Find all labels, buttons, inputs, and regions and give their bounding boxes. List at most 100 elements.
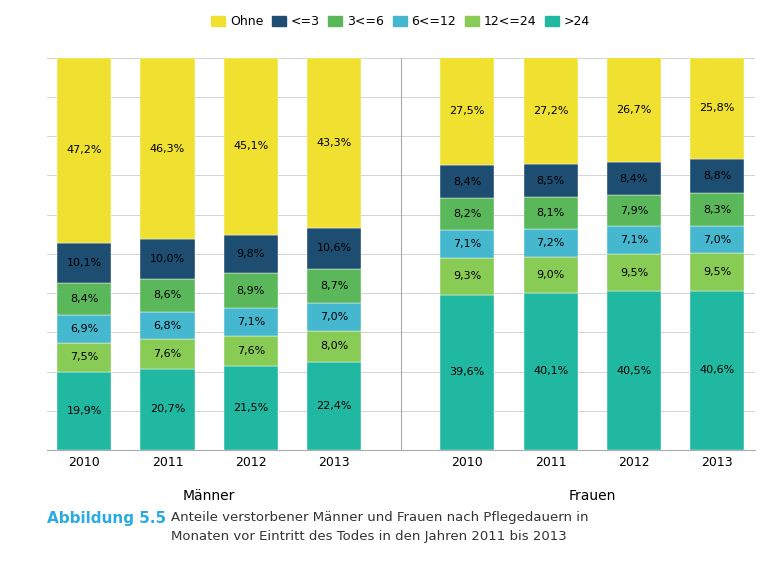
Text: 39,6%: 39,6% bbox=[450, 368, 485, 377]
Bar bbox=[607, 162, 661, 195]
Bar bbox=[140, 339, 194, 369]
Bar bbox=[224, 308, 278, 336]
Text: 25,8%: 25,8% bbox=[699, 103, 735, 113]
Bar bbox=[57, 58, 111, 243]
Bar bbox=[607, 226, 661, 254]
Text: Anteile verstorbener Männer und Frauen nach Pflegedauern in
Monaten vor Eintritt: Anteile verstorbener Männer und Frauen n… bbox=[171, 511, 589, 542]
Text: 8,4%: 8,4% bbox=[70, 294, 98, 304]
Text: 40,1%: 40,1% bbox=[533, 366, 568, 376]
Bar bbox=[607, 254, 661, 291]
Text: 26,7%: 26,7% bbox=[616, 104, 651, 115]
Text: 7,9%: 7,9% bbox=[620, 205, 648, 216]
Bar bbox=[224, 366, 278, 450]
Bar bbox=[57, 316, 111, 343]
Bar bbox=[57, 372, 111, 450]
Text: 9,0%: 9,0% bbox=[537, 270, 565, 280]
Text: 40,5%: 40,5% bbox=[616, 366, 651, 376]
Bar bbox=[307, 362, 361, 450]
Text: 9,8%: 9,8% bbox=[237, 249, 265, 259]
Text: 7,1%: 7,1% bbox=[620, 235, 648, 245]
Text: Frauen: Frauen bbox=[569, 489, 616, 503]
Text: 7,0%: 7,0% bbox=[320, 312, 349, 322]
Text: 20,7%: 20,7% bbox=[150, 404, 185, 414]
Text: 21,5%: 21,5% bbox=[233, 403, 268, 413]
Text: 22,4%: 22,4% bbox=[317, 401, 352, 411]
Bar bbox=[524, 164, 578, 197]
Text: 8,7%: 8,7% bbox=[320, 281, 349, 291]
Bar bbox=[140, 312, 194, 339]
Bar bbox=[57, 243, 111, 283]
Bar bbox=[607, 291, 661, 450]
Text: Abbildung 5.5: Abbildung 5.5 bbox=[47, 511, 166, 526]
Bar bbox=[440, 198, 494, 230]
Bar bbox=[524, 57, 578, 164]
Bar bbox=[690, 193, 745, 226]
Text: 8,4%: 8,4% bbox=[453, 177, 482, 187]
Bar bbox=[57, 283, 111, 316]
Bar bbox=[690, 226, 745, 253]
Text: 47,2%: 47,2% bbox=[66, 145, 102, 155]
Text: 43,3%: 43,3% bbox=[317, 138, 352, 148]
Bar bbox=[690, 159, 745, 193]
Bar bbox=[307, 227, 361, 269]
Legend: Ohne, <=3, 3<=6, 6<=12, 12<=24, >24: Ohne, <=3, 3<=6, 6<=12, 12<=24, >24 bbox=[209, 13, 593, 31]
Bar bbox=[440, 57, 494, 165]
Text: 6,8%: 6,8% bbox=[153, 321, 181, 331]
Bar bbox=[524, 293, 578, 450]
Bar bbox=[607, 195, 661, 226]
Text: 40,6%: 40,6% bbox=[699, 365, 734, 376]
Bar bbox=[224, 336, 278, 366]
Text: 8,3%: 8,3% bbox=[703, 205, 731, 215]
Bar bbox=[524, 257, 578, 293]
Bar bbox=[307, 304, 361, 331]
Text: 8,8%: 8,8% bbox=[703, 171, 731, 181]
Text: 19,9%: 19,9% bbox=[66, 406, 102, 416]
Text: 45,1%: 45,1% bbox=[233, 141, 268, 151]
Text: Männer: Männer bbox=[183, 489, 235, 503]
Bar bbox=[607, 57, 661, 162]
Bar bbox=[524, 229, 578, 257]
Text: 10,1%: 10,1% bbox=[67, 258, 102, 268]
Bar bbox=[307, 58, 361, 227]
Text: 8,1%: 8,1% bbox=[537, 208, 565, 218]
Bar bbox=[690, 253, 745, 291]
Bar bbox=[440, 230, 494, 258]
Bar bbox=[140, 239, 194, 279]
Text: 7,2%: 7,2% bbox=[536, 238, 565, 248]
Text: 27,5%: 27,5% bbox=[450, 106, 485, 116]
Text: 9,3%: 9,3% bbox=[453, 271, 482, 282]
Text: 6,9%: 6,9% bbox=[70, 324, 98, 334]
Text: 27,2%: 27,2% bbox=[533, 106, 569, 115]
Text: 7,1%: 7,1% bbox=[453, 239, 482, 249]
Text: 8,9%: 8,9% bbox=[237, 286, 265, 295]
Text: 7,6%: 7,6% bbox=[237, 346, 265, 356]
Text: 46,3%: 46,3% bbox=[150, 144, 185, 153]
Bar bbox=[440, 295, 494, 450]
Bar bbox=[690, 58, 745, 159]
Text: 9,5%: 9,5% bbox=[620, 268, 648, 278]
Text: 8,4%: 8,4% bbox=[620, 174, 648, 183]
Bar bbox=[524, 197, 578, 229]
Bar bbox=[57, 343, 111, 372]
Text: 8,6%: 8,6% bbox=[153, 290, 181, 301]
Bar bbox=[224, 58, 278, 235]
Bar bbox=[140, 279, 194, 312]
Text: 10,6%: 10,6% bbox=[317, 243, 352, 253]
Text: 8,0%: 8,0% bbox=[320, 342, 349, 351]
Bar bbox=[224, 273, 278, 308]
Bar bbox=[140, 369, 194, 450]
Bar bbox=[690, 291, 745, 450]
Text: 9,5%: 9,5% bbox=[703, 267, 731, 277]
Bar bbox=[440, 258, 494, 295]
Text: 7,6%: 7,6% bbox=[153, 349, 181, 359]
Bar bbox=[140, 58, 194, 239]
Bar bbox=[307, 269, 361, 304]
Text: 10,0%: 10,0% bbox=[150, 254, 185, 264]
Text: 8,5%: 8,5% bbox=[537, 176, 565, 186]
Bar bbox=[440, 165, 494, 198]
Bar bbox=[224, 235, 278, 273]
Text: 7,0%: 7,0% bbox=[703, 235, 731, 245]
Text: 7,5%: 7,5% bbox=[70, 353, 98, 362]
Text: 8,2%: 8,2% bbox=[453, 209, 482, 219]
Text: 7,1%: 7,1% bbox=[237, 317, 265, 327]
